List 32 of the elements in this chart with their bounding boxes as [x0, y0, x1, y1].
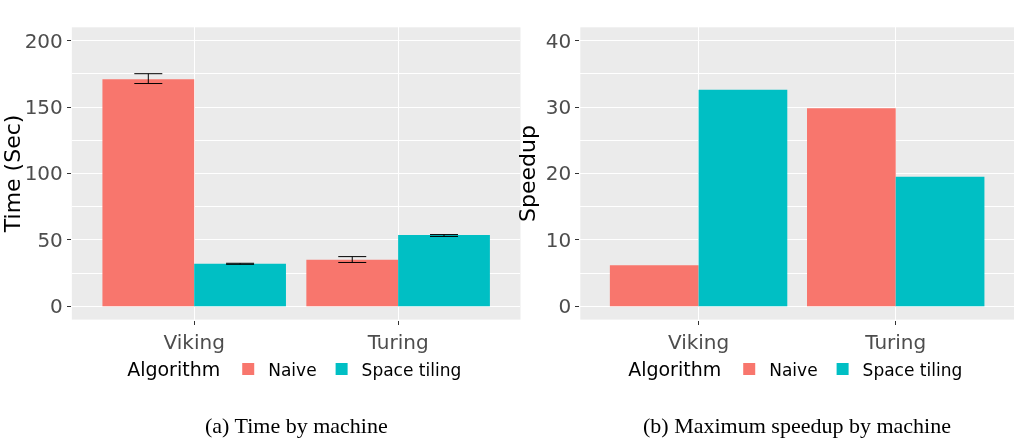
- bar: [102, 79, 195, 307]
- y-tick-label: 50: [37, 227, 63, 252]
- y-axis-title: Time (Sec): [0, 114, 25, 234]
- text: (b) Maximum speedup by machine: [643, 413, 951, 438]
- bar: [609, 265, 699, 307]
- legend-label: Space tiling: [862, 359, 963, 380]
- y-tick-label: 150: [24, 95, 63, 120]
- bar: [398, 235, 490, 307]
- legend-title: Algorithm: [628, 358, 722, 381]
- x-tick-label: Turing: [864, 329, 927, 354]
- x-tick-label: Viking: [667, 329, 730, 354]
- legend-label: Naive: [769, 359, 818, 380]
- bar: [807, 108, 896, 307]
- y-tick-label: 200: [24, 28, 63, 53]
- bar: [306, 259, 399, 307]
- y-tick-label: 10: [545, 227, 572, 252]
- y-tick-label: 100: [24, 161, 63, 186]
- x-tick-label: Viking: [163, 329, 225, 354]
- y-tick-label: 20: [545, 161, 572, 186]
- y-tick-label: 0: [558, 294, 572, 319]
- bar: [895, 176, 985, 307]
- legend-label: Space tiling: [361, 359, 462, 380]
- x-tick-label: Turing: [366, 329, 429, 354]
- y-tick-label: 30: [545, 95, 572, 120]
- bar: [698, 89, 788, 307]
- y-tick-label: 0: [50, 294, 63, 319]
- text: (a) Time by machine: [205, 413, 388, 438]
- y-axis-title: Speedup: [514, 125, 540, 222]
- legend-label: Naive: [268, 359, 317, 380]
- legend-title: Algorithm: [127, 358, 221, 381]
- y-tick-label: 40: [545, 28, 572, 53]
- bar: [194, 263, 286, 307]
